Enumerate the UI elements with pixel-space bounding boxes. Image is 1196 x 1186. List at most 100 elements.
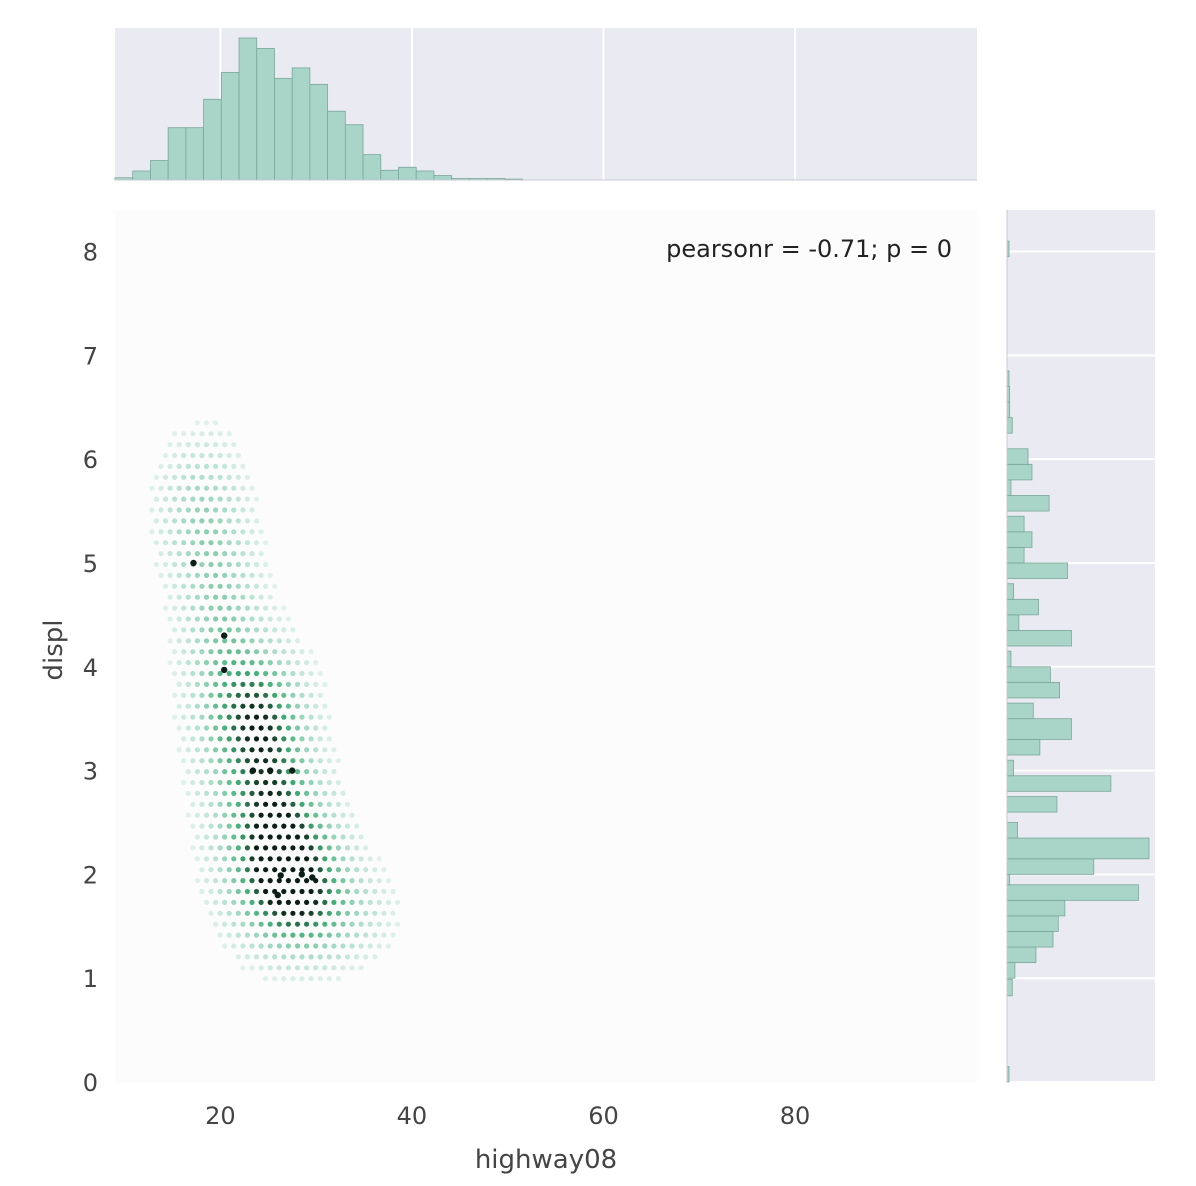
hexbin-cell (272, 670, 278, 677)
hexbin-cell (253, 518, 260, 524)
y-hist-bar (1006, 562, 1068, 579)
hexbin-cell (208, 605, 214, 611)
y-hist-bar (1006, 884, 1139, 901)
hexbin-cell (276, 899, 282, 906)
hexbin-cell (203, 812, 210, 818)
hexbin-cell (240, 725, 246, 731)
pearsonr-annotation: pearsonr = -0.71; p = 0 (666, 235, 952, 263)
hexbin-cell (263, 627, 269, 633)
hexbin-cell (308, 736, 314, 742)
hexbin-cell (358, 965, 364, 971)
x-hist-bar (167, 127, 187, 181)
hexbin-cell (190, 496, 196, 502)
hexbin-cell (267, 725, 273, 731)
hexbin-cell (208, 823, 214, 829)
hexbin-cell (217, 714, 223, 720)
hexbin-cell (226, 692, 232, 698)
hexbin-hotspot (221, 632, 228, 639)
hexbin-cell (276, 616, 282, 622)
hexbin-cell (335, 823, 341, 829)
hexbin-cell (258, 921, 264, 927)
hexbin-cell (253, 496, 260, 502)
hexbin-cell (199, 779, 205, 786)
hexbin-cell (304, 725, 310, 731)
hexbin-cell (290, 823, 296, 829)
hexbin-cell (267, 703, 273, 709)
hexbin-cell (217, 801, 223, 807)
hexbin-cell (240, 507, 246, 513)
hexbin-cell (249, 856, 255, 862)
hexbin-cell (185, 463, 191, 469)
hexbin-cell (326, 910, 332, 916)
hexbin-cell (394, 921, 401, 927)
hexbin-cell (203, 725, 210, 731)
hexbin-cell (181, 779, 187, 786)
hexbin-cell (240, 529, 246, 535)
hexbin-cell (376, 943, 382, 949)
hexbin-cell (172, 714, 178, 720)
hexbin-cell (176, 463, 182, 469)
hexbin-cell (194, 681, 200, 688)
y-hist-bar (1006, 702, 1034, 720)
hexbin-cell (354, 845, 360, 851)
hexbin-hotspot (309, 874, 316, 881)
hexbin-cell (344, 954, 351, 960)
hexbin-cell (167, 660, 173, 666)
hexbin-cell (253, 888, 260, 895)
hexbin-cell (253, 845, 260, 851)
hexbin-cell (281, 670, 287, 677)
hexbin-cell (244, 692, 250, 698)
hexbin-cell (263, 561, 269, 568)
hexbin-cell (363, 845, 369, 851)
hexbin-cell (181, 540, 187, 546)
hexbin-cell (253, 758, 260, 764)
hexbin-cell (253, 649, 260, 655)
hexbin-cell (390, 910, 396, 916)
hexbin-cell (235, 605, 241, 611)
hexbin-cell (244, 801, 250, 807)
hexbin-cell (317, 779, 323, 786)
hexbin-hotspot (267, 767, 274, 774)
hexbin-cell (281, 932, 287, 938)
hexbin-cell (285, 899, 291, 906)
hexbin-cell (226, 867, 232, 873)
hexbin-cell (203, 747, 210, 753)
hexbin-cell (162, 583, 169, 589)
hexbin-cell (267, 681, 273, 688)
hexbin-cell (249, 921, 255, 927)
hexbin-cell (167, 572, 173, 579)
hexbin-cell (172, 496, 178, 502)
hexbin-cell (381, 932, 387, 938)
hexbin-cell (231, 703, 237, 709)
hexbin-cell (172, 605, 178, 611)
hexbin-cell (208, 692, 214, 698)
hexbin-cell (203, 769, 210, 775)
hexbin-cell (258, 572, 264, 579)
hexbin-cell (335, 801, 341, 807)
hexbin-cell (340, 812, 346, 818)
hexbin-cell (208, 758, 214, 764)
hexbin-cell (158, 529, 164, 535)
hexbin-cell (208, 736, 214, 742)
hexbin-cell (199, 823, 205, 829)
hexbin-cell (203, 594, 210, 600)
hexbin-cell (253, 692, 260, 698)
hexbin-cell (194, 529, 200, 535)
hexbin-cell (349, 812, 355, 818)
hexbin-cell (308, 976, 314, 982)
hexbin-cell (244, 823, 250, 829)
hexbin-cell (326, 758, 332, 764)
hexbin-cell (390, 932, 396, 938)
hexbin-cell (258, 660, 264, 666)
hexbin-cell (281, 714, 287, 720)
hexbin-cell (231, 594, 237, 600)
hexbin-cell (240, 943, 246, 949)
hexbin-cell (199, 801, 205, 807)
hexbin-cell (381, 867, 387, 873)
hexbin-cell (213, 899, 219, 906)
hexbin-cell (322, 921, 328, 927)
hexbin-cell (172, 670, 178, 677)
hexbin-cell (317, 670, 323, 677)
hexbin-cell (285, 812, 291, 818)
